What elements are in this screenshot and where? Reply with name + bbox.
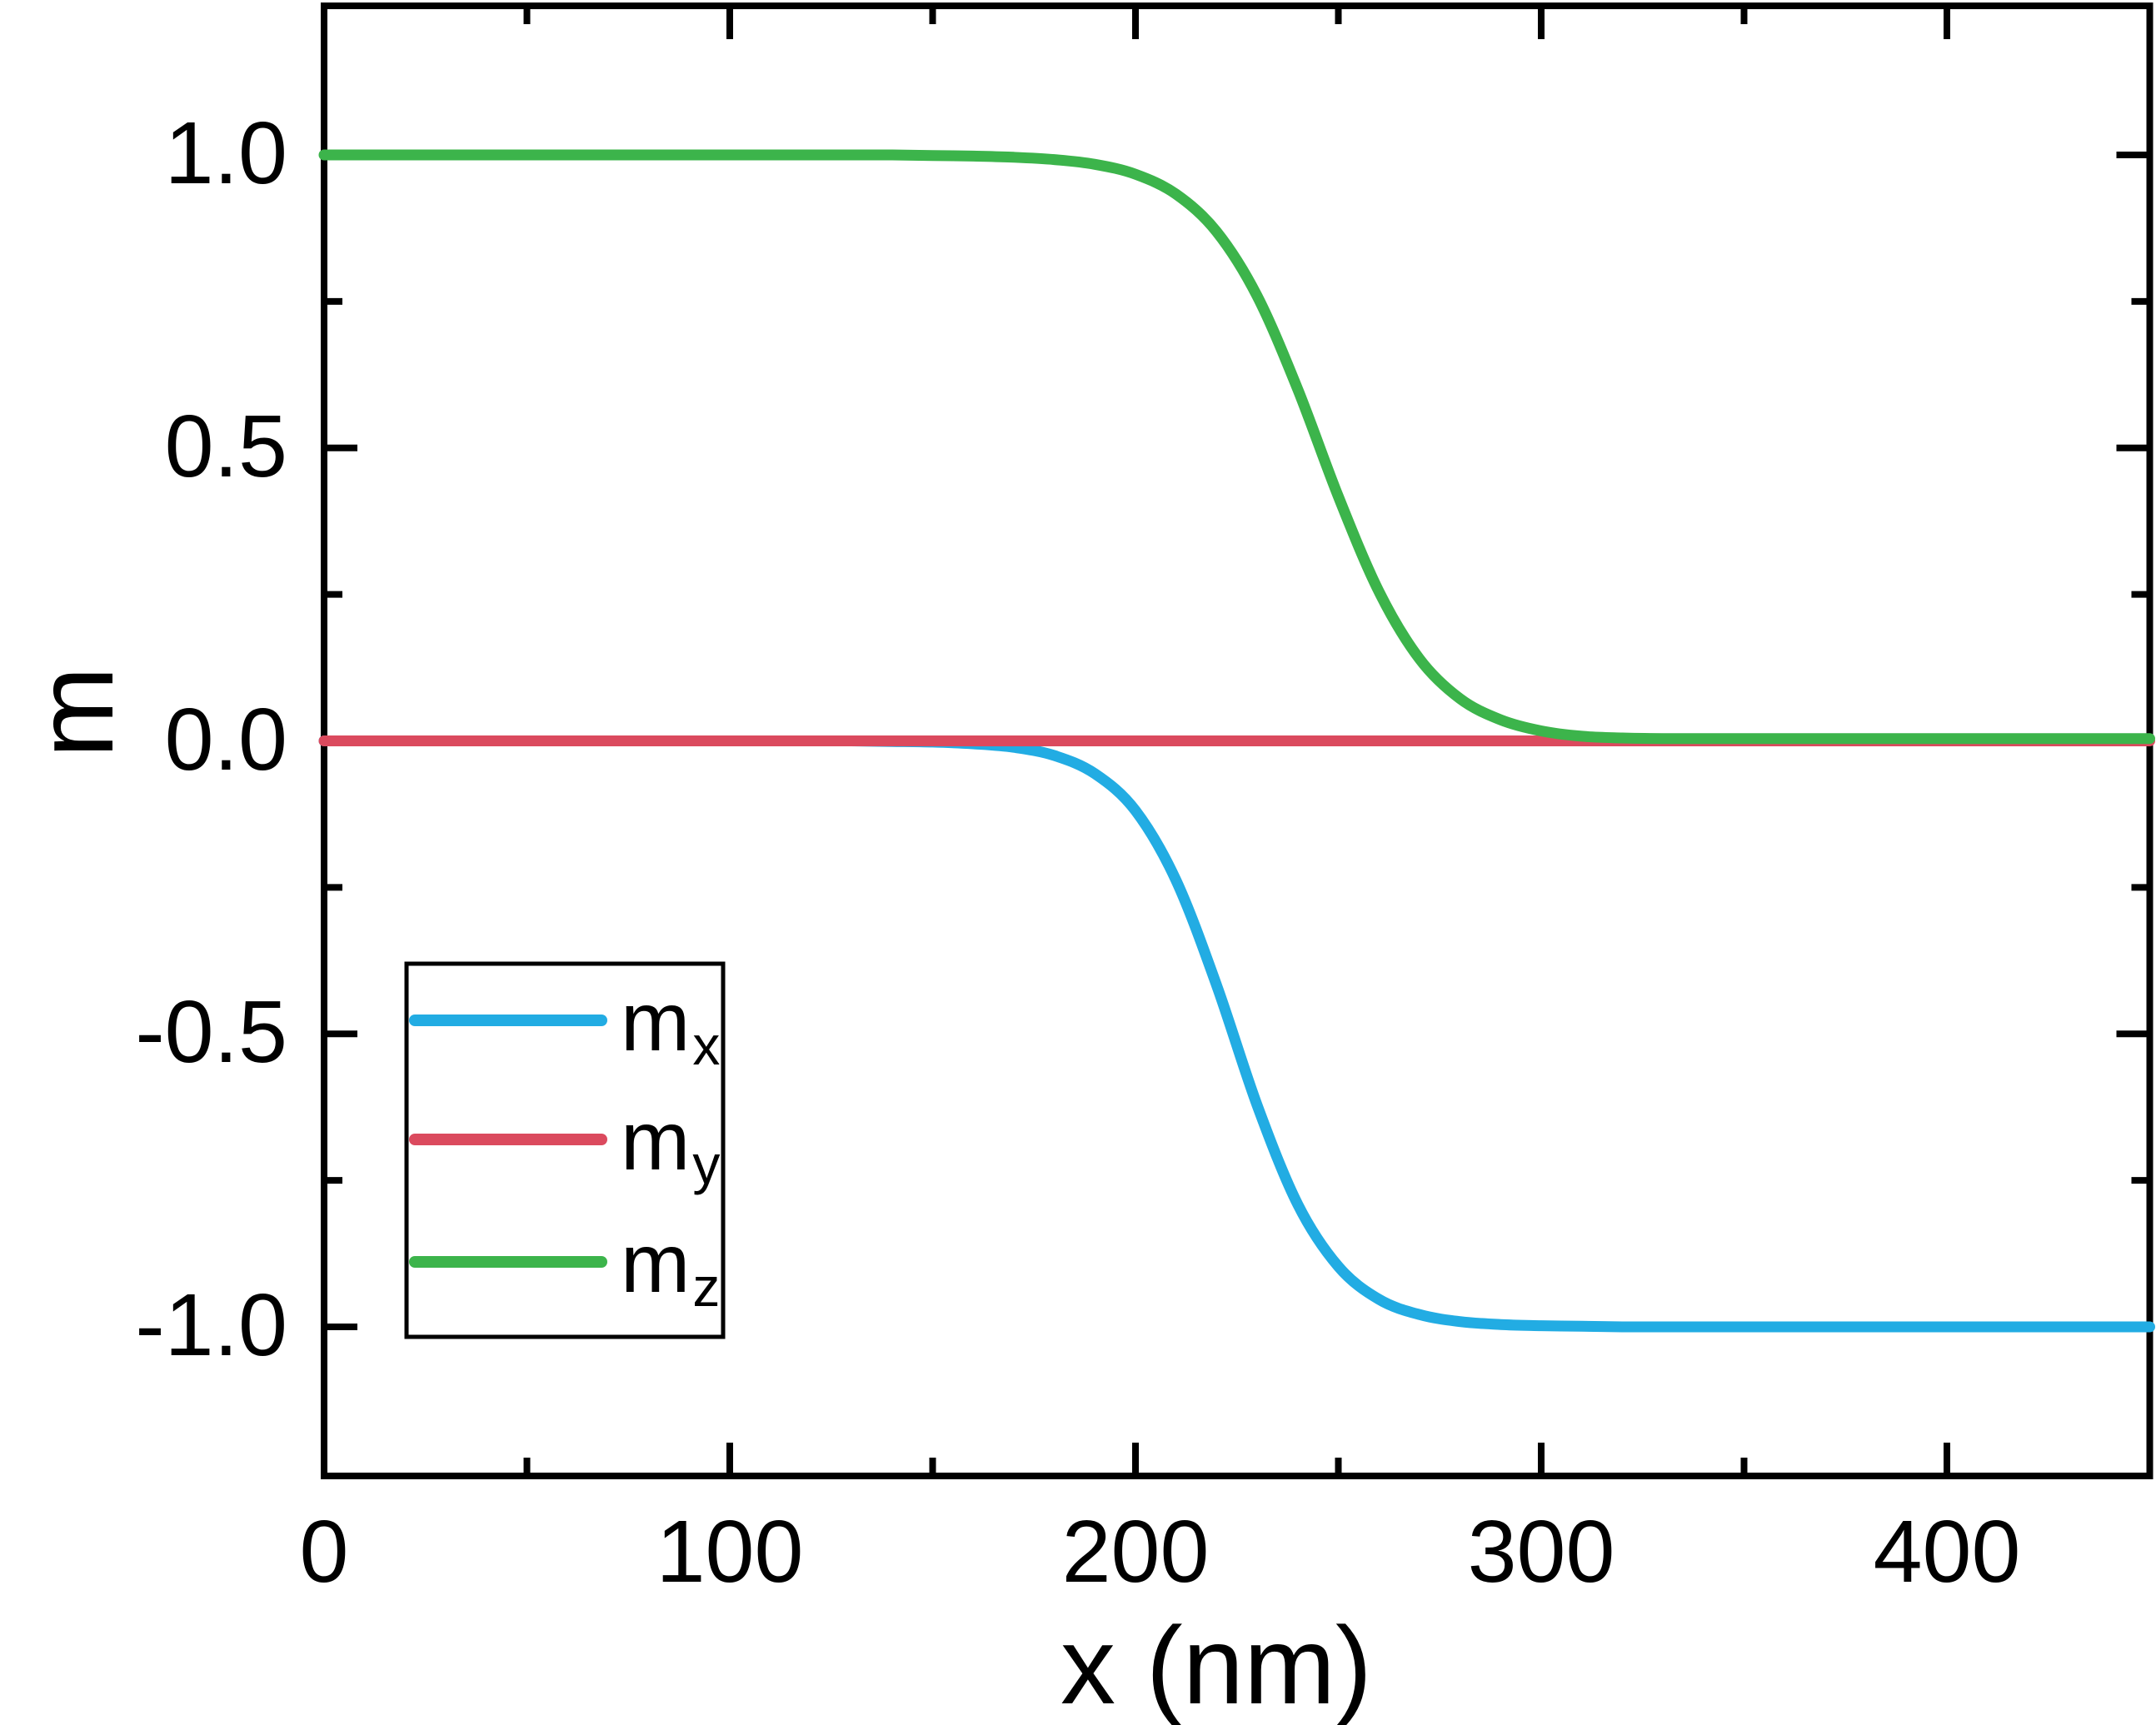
y-tick-label-0.5: 0.5 xyxy=(164,396,287,496)
y-axis-title: m xyxy=(13,666,136,758)
y-tick-label-1.0: 1.0 xyxy=(164,104,287,202)
y-tick-label-0.0: 0.0 xyxy=(164,690,287,789)
x-tick-label-300: 300 xyxy=(1467,1503,1615,1601)
curve-m_z xyxy=(318,149,2155,745)
y-tick-label--0.5: -0.5 xyxy=(135,983,287,1082)
legend-sub-y: y xyxy=(692,1134,721,1196)
legend-label-mx: mx xyxy=(621,975,721,1077)
x-tick-label-200: 200 xyxy=(1061,1503,1210,1601)
x-tick-label-0: 0 xyxy=(299,1503,349,1601)
legend-label-my: my xyxy=(621,1094,721,1196)
legend-label-mz: mz xyxy=(621,1217,721,1319)
y-tick-label--1.0: -1.0 xyxy=(135,1276,287,1374)
x-tick-label-100: 100 xyxy=(656,1503,804,1601)
x-axis-title: x (nm) xyxy=(1061,1604,1372,1725)
x-tick-label-400: 400 xyxy=(1873,1503,2021,1601)
legend-sub-z: z xyxy=(692,1256,721,1319)
legend-sub-x: x xyxy=(692,1015,721,1077)
